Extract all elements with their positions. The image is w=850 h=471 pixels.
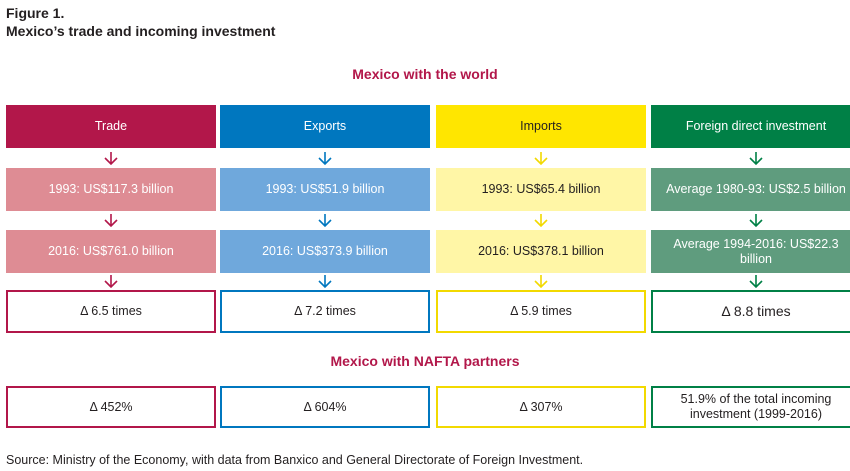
arrow-down-icon [534, 214, 548, 228]
column-foreign-direct-investment: Foreign direct investment Average 1980-9… [651, 105, 850, 465]
value-1994-2016: Average 1994-2016: US$22.3 billion [651, 230, 850, 273]
value-2016: 2016: US$378.1 billion [436, 230, 646, 273]
arrow-down-icon [749, 275, 763, 289]
source-note: Source: Ministry of the Economy, with da… [6, 453, 584, 467]
arrow-down-icon [104, 275, 118, 289]
arrow-down-icon [534, 152, 548, 166]
column-header: Imports [436, 105, 646, 148]
value-1993: 1993: US$51.9 billion [220, 168, 430, 211]
section-title-nafta: Mexico with NAFTA partners [330, 353, 520, 369]
column-imports: Imports 1993: US$65.4 billion 2016: US$3… [436, 105, 646, 465]
arrow-down-icon [749, 152, 763, 166]
arrow-down-icon [318, 152, 332, 166]
value-1993: 1993: US$65.4 billion [436, 168, 646, 211]
value-2016: 2016: US$373.9 billion [220, 230, 430, 273]
nafta-box: Δ 604% [220, 386, 430, 428]
growth-box: Δ 5.9 times [436, 290, 646, 333]
nafta-box: Δ 452% [6, 386, 216, 428]
value-2016: 2016: US$761.0 billion [6, 230, 216, 273]
section-title-world: Mexico with the world [352, 66, 498, 82]
growth-box: Δ 6.5 times [6, 290, 216, 333]
arrow-down-icon [318, 214, 332, 228]
column-header: Foreign direct investment [651, 105, 850, 148]
column-trade: Trade 1993: US$117.3 billion 2016: US$76… [6, 105, 216, 465]
arrow-down-icon [104, 214, 118, 228]
arrow-down-icon [534, 275, 548, 289]
growth-box: Δ 7.2 times [220, 290, 430, 333]
growth-box: Δ 8.8 times [651, 290, 850, 333]
nafta-box: 51.9% of the total incoming investment (… [651, 386, 850, 428]
arrow-down-icon [104, 152, 118, 166]
arrow-down-icon [749, 214, 763, 228]
figure-label: Figure 1. [6, 5, 65, 21]
nafta-box: Δ 307% [436, 386, 646, 428]
column-exports: Exports 1993: US$51.9 billion 2016: US$3… [220, 105, 430, 465]
figure-title: Mexico’s trade and incoming investment [6, 23, 276, 39]
column-header: Trade [6, 105, 216, 148]
arrow-down-icon [318, 275, 332, 289]
column-header: Exports [220, 105, 430, 148]
value-1980-93: Average 1980-93: US$2.5 billion [651, 168, 850, 211]
value-1993: 1993: US$117.3 billion [6, 168, 216, 211]
